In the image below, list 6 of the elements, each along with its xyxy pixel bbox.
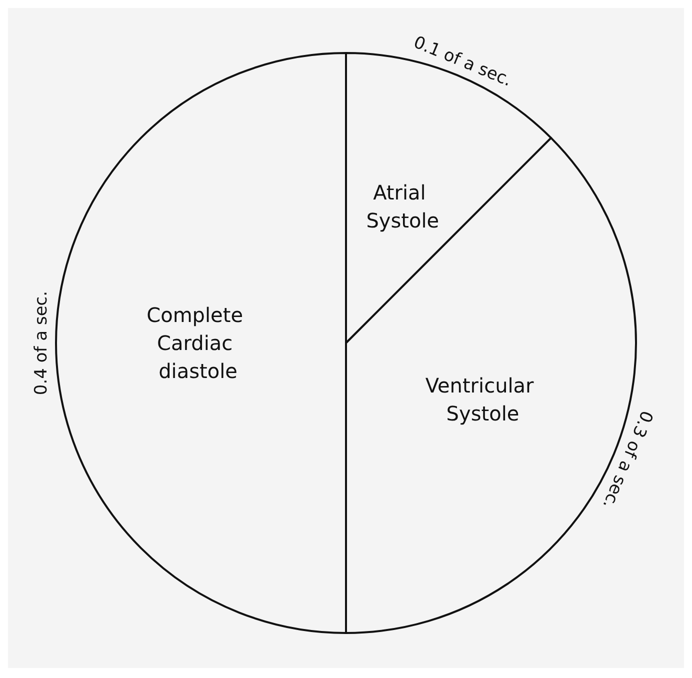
data-label: 0.3 of a sec. xyxy=(598,408,656,512)
slice-label: Atrial Systole xyxy=(366,180,440,232)
data-label: 0.1 of a sec. xyxy=(410,32,514,91)
slice-label: Complete Cardiac diastole xyxy=(146,303,250,383)
slice-label: Ventricular Systole xyxy=(425,374,540,426)
data-label: 0.4 of a sec. xyxy=(32,290,52,396)
